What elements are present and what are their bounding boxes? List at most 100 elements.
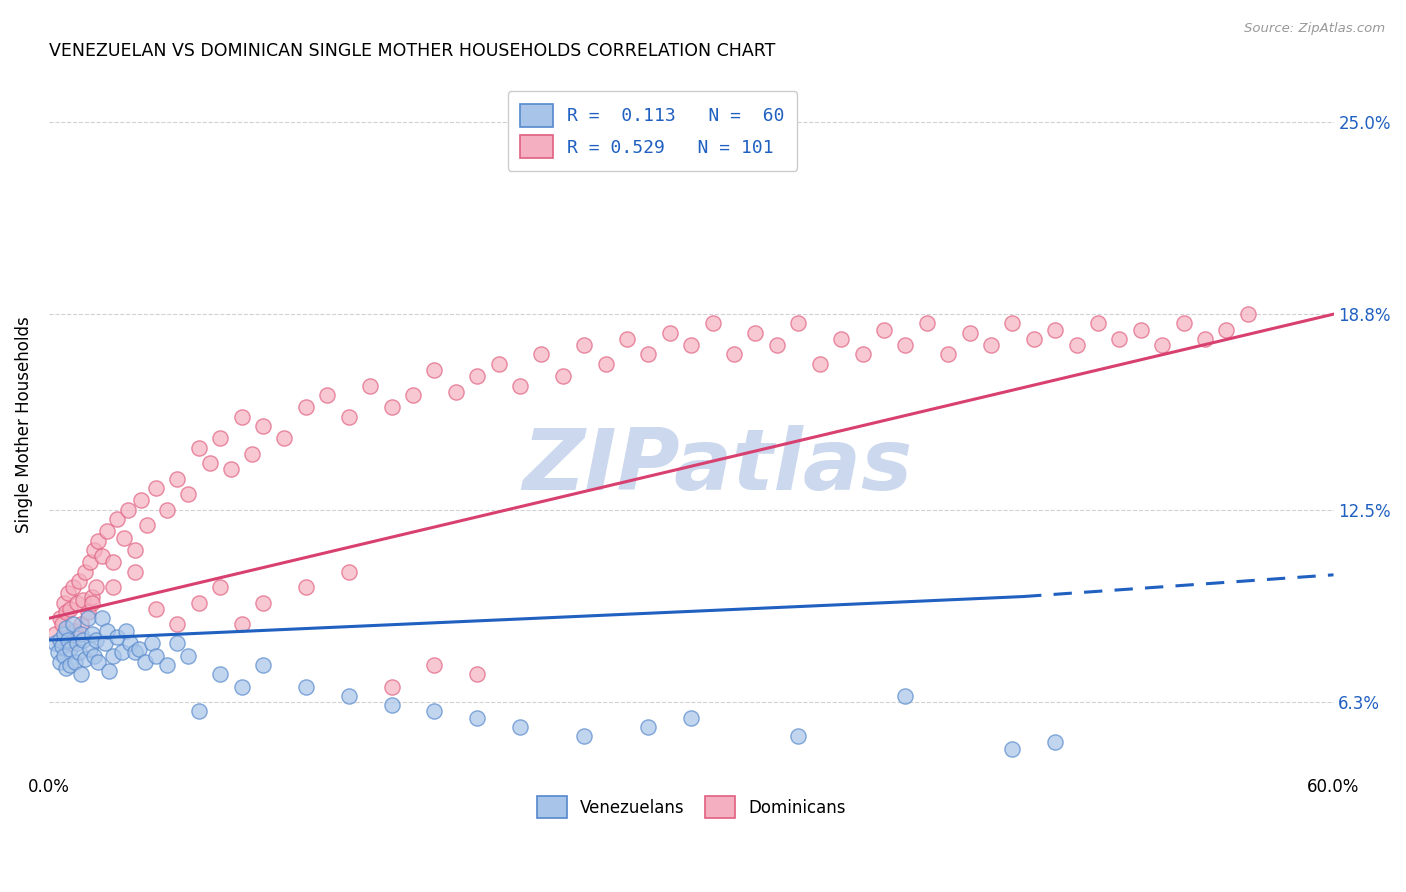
Point xyxy=(55,621,77,635)
Text: VENEZUELAN VS DOMINICAN SINGLE MOTHER HOUSEHOLDS CORRELATION CHART: VENEZUELAN VS DOMINICAN SINGLE MOTHER HO… xyxy=(49,42,775,60)
Point xyxy=(156,502,179,516)
Point xyxy=(851,347,873,361)
Point xyxy=(402,388,425,402)
Point xyxy=(75,565,97,579)
Point xyxy=(63,655,86,669)
Point xyxy=(91,611,114,625)
Point xyxy=(681,338,703,352)
Point xyxy=(96,524,118,539)
Point xyxy=(124,565,146,579)
Point xyxy=(1001,741,1024,756)
Point xyxy=(209,667,232,681)
Point xyxy=(187,704,209,718)
Point xyxy=(915,317,938,331)
Point xyxy=(936,347,959,361)
Point xyxy=(209,580,232,594)
Point xyxy=(124,645,146,659)
Point xyxy=(66,636,89,650)
Point xyxy=(1215,323,1237,337)
Point xyxy=(702,317,724,331)
Point xyxy=(51,617,73,632)
Point xyxy=(337,409,360,424)
Point xyxy=(55,605,77,619)
Point xyxy=(44,636,66,650)
Point xyxy=(574,338,596,352)
Point xyxy=(166,472,188,486)
Point xyxy=(637,720,659,734)
Point xyxy=(873,323,896,337)
Point xyxy=(84,580,107,594)
Point xyxy=(75,651,97,665)
Point xyxy=(359,378,381,392)
Point xyxy=(380,401,402,415)
Point xyxy=(66,596,89,610)
Point xyxy=(894,338,917,352)
Point xyxy=(80,596,103,610)
Point xyxy=(423,657,446,672)
Point xyxy=(44,627,66,641)
Point xyxy=(76,611,98,625)
Point xyxy=(145,602,167,616)
Point xyxy=(465,667,488,681)
Point xyxy=(62,617,84,632)
Point xyxy=(231,617,253,632)
Point xyxy=(124,543,146,558)
Point xyxy=(187,596,209,610)
Point xyxy=(59,642,82,657)
Point xyxy=(231,680,253,694)
Point xyxy=(1001,317,1024,331)
Point xyxy=(136,518,159,533)
Point xyxy=(252,596,274,610)
Point xyxy=(177,648,200,663)
Point xyxy=(141,636,163,650)
Point xyxy=(1237,307,1260,321)
Point xyxy=(316,388,339,402)
Point xyxy=(107,630,129,644)
Point xyxy=(111,645,134,659)
Point xyxy=(52,627,75,641)
Point xyxy=(134,655,156,669)
Point xyxy=(166,617,188,632)
Point xyxy=(187,441,209,455)
Point xyxy=(55,661,77,675)
Point xyxy=(1173,317,1195,331)
Point xyxy=(574,729,596,743)
Point xyxy=(177,487,200,501)
Point xyxy=(48,611,70,625)
Point xyxy=(91,549,114,564)
Point xyxy=(79,556,101,570)
Point xyxy=(48,655,70,669)
Point xyxy=(128,642,150,657)
Point xyxy=(145,648,167,663)
Point xyxy=(1087,317,1109,331)
Point xyxy=(115,624,138,638)
Point xyxy=(145,481,167,495)
Point xyxy=(70,617,93,632)
Point xyxy=(97,664,120,678)
Point xyxy=(551,369,574,384)
Point xyxy=(87,533,110,548)
Point xyxy=(231,409,253,424)
Point xyxy=(156,657,179,672)
Point xyxy=(1066,338,1088,352)
Text: Source: ZipAtlas.com: Source: ZipAtlas.com xyxy=(1244,22,1385,36)
Point xyxy=(808,357,831,371)
Point xyxy=(595,357,617,371)
Point xyxy=(67,645,90,659)
Point xyxy=(337,565,360,579)
Point xyxy=(1194,332,1216,346)
Point xyxy=(72,632,94,647)
Point xyxy=(58,586,80,600)
Point xyxy=(1043,323,1066,337)
Point xyxy=(59,636,82,650)
Point xyxy=(62,580,84,594)
Point xyxy=(70,627,93,641)
Point xyxy=(252,418,274,433)
Point xyxy=(980,338,1002,352)
Point xyxy=(295,680,318,694)
Point xyxy=(70,667,93,681)
Legend: Venezuelans, Dominicans: Venezuelans, Dominicans xyxy=(530,789,852,824)
Point xyxy=(83,543,105,558)
Point xyxy=(79,642,101,657)
Point xyxy=(76,605,98,619)
